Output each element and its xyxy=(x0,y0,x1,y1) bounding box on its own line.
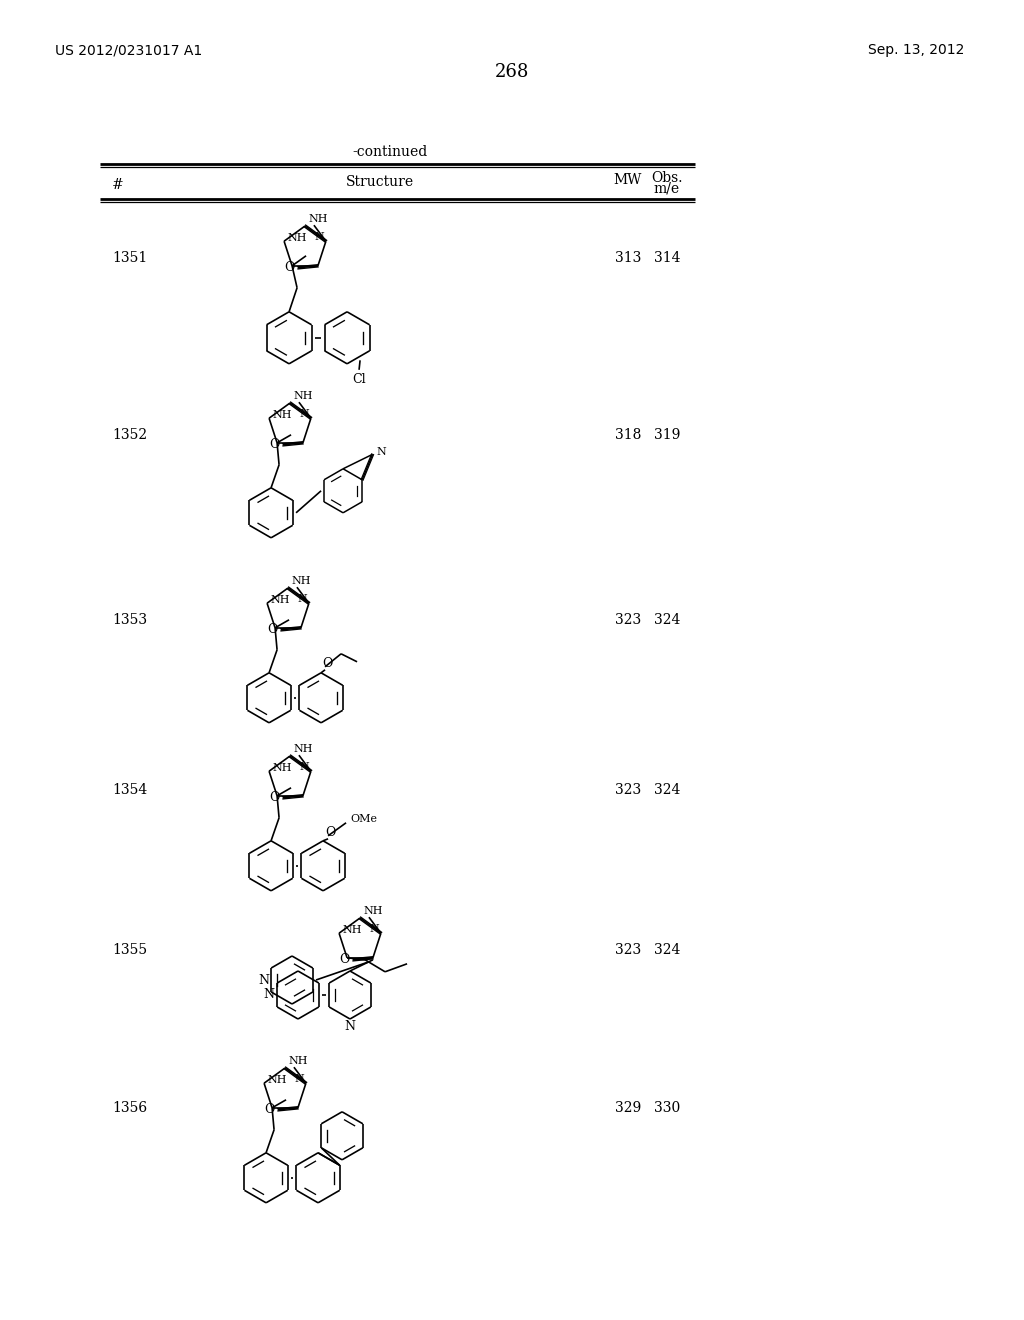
Text: NH: NH xyxy=(270,595,290,605)
Text: N: N xyxy=(370,924,379,935)
Text: N: N xyxy=(258,974,269,986)
Text: NH: NH xyxy=(272,763,292,774)
Text: 1352: 1352 xyxy=(112,428,147,442)
Text: 318: 318 xyxy=(614,428,641,442)
Text: N: N xyxy=(314,232,324,242)
Text: Obs.: Obs. xyxy=(651,172,683,185)
Text: N: N xyxy=(294,1074,304,1084)
Text: 323: 323 xyxy=(614,612,641,627)
Text: 314: 314 xyxy=(653,251,680,265)
Text: NH: NH xyxy=(272,411,292,420)
Text: O: O xyxy=(265,1104,275,1117)
Text: 324: 324 xyxy=(653,783,680,797)
Text: 1356: 1356 xyxy=(112,1101,147,1115)
Text: NH: NH xyxy=(287,234,306,243)
Text: 323: 323 xyxy=(614,783,641,797)
Text: NH: NH xyxy=(308,214,328,224)
Text: O: O xyxy=(340,953,350,966)
Text: NH: NH xyxy=(267,1076,287,1085)
Text: 1354: 1354 xyxy=(112,783,147,797)
Text: 324: 324 xyxy=(653,612,680,627)
Text: NH: NH xyxy=(291,576,310,586)
Text: 313: 313 xyxy=(614,251,641,265)
Text: NH: NH xyxy=(342,925,361,935)
Text: N: N xyxy=(263,989,274,1002)
Text: 319: 319 xyxy=(653,428,680,442)
Text: NH: NH xyxy=(362,906,383,916)
Text: 1351: 1351 xyxy=(112,251,147,265)
Text: O: O xyxy=(325,826,335,840)
Text: O: O xyxy=(322,657,332,671)
Text: N: N xyxy=(297,594,307,605)
Text: Sep. 13, 2012: Sep. 13, 2012 xyxy=(868,44,965,57)
Text: N: N xyxy=(299,762,309,772)
Text: 323: 323 xyxy=(614,942,641,957)
Text: OMe: OMe xyxy=(350,814,377,824)
Text: 330: 330 xyxy=(654,1101,680,1115)
Text: N: N xyxy=(377,447,386,457)
Text: O: O xyxy=(285,261,295,275)
Text: -continued: -continued xyxy=(352,145,428,158)
Text: Structure: Structure xyxy=(346,176,414,189)
Text: N: N xyxy=(299,409,309,420)
Text: N: N xyxy=(344,1020,355,1034)
Text: 1355: 1355 xyxy=(112,942,147,957)
Text: NH: NH xyxy=(293,744,312,754)
Text: 268: 268 xyxy=(495,63,529,81)
Text: O: O xyxy=(269,791,281,804)
Text: NH: NH xyxy=(288,1056,307,1067)
Text: Cl: Cl xyxy=(352,374,366,387)
Text: US 2012/0231017 A1: US 2012/0231017 A1 xyxy=(55,44,203,57)
Text: O: O xyxy=(269,438,281,451)
Text: #: # xyxy=(112,178,124,191)
Text: m/e: m/e xyxy=(654,182,680,195)
Text: NH: NH xyxy=(293,391,312,401)
Text: O: O xyxy=(267,623,279,636)
Text: 1353: 1353 xyxy=(112,612,147,627)
Text: 324: 324 xyxy=(653,942,680,957)
Text: 329: 329 xyxy=(614,1101,641,1115)
Text: MW: MW xyxy=(613,173,642,187)
